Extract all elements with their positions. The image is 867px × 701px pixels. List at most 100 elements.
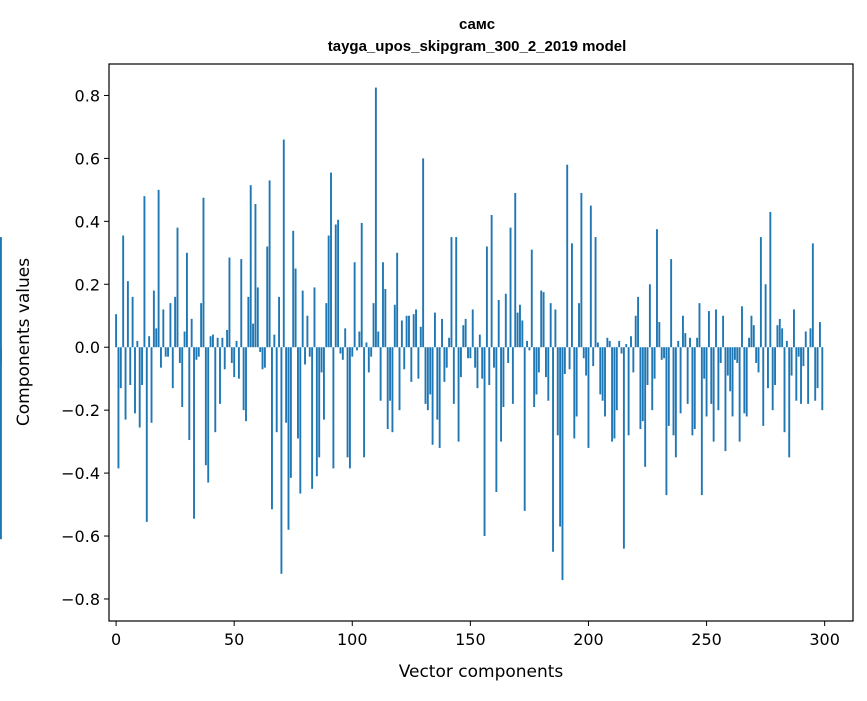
bar [729, 347, 732, 392]
bar [757, 347, 760, 373]
bar [353, 262, 356, 348]
bar [554, 309, 557, 348]
bar [426, 347, 429, 411]
bar [178, 347, 181, 363]
bar [266, 246, 269, 348]
bar [261, 347, 264, 370]
bar [592, 347, 595, 367]
bar [325, 303, 328, 348]
y-tick-label: 0.0 [75, 338, 100, 357]
bar [308, 347, 311, 357]
bar [509, 227, 512, 348]
bar [686, 347, 689, 404]
bar [271, 347, 273, 510]
bar [563, 347, 566, 374]
bar [122, 235, 125, 348]
bar [464, 318, 467, 348]
bar [245, 347, 247, 422]
bar [183, 331, 186, 348]
bar [391, 347, 394, 433]
bar [417, 347, 420, 379]
bar [790, 347, 793, 376]
bar [221, 337, 224, 348]
bar [767, 347, 769, 389]
bar [816, 347, 819, 389]
bar [493, 347, 495, 368]
bar [294, 268, 297, 348]
bar [630, 336, 632, 348]
bar [774, 347, 776, 385]
bar [160, 347, 162, 368]
bar [526, 340, 528, 348]
bar [164, 347, 167, 357]
bar [405, 315, 408, 348]
bar [351, 347, 354, 357]
bar [745, 347, 748, 417]
bar [200, 303, 203, 348]
bar-series [0, 87, 824, 581]
bar [148, 336, 151, 348]
bar [134, 347, 136, 414]
bar [478, 334, 481, 348]
bar [528, 347, 531, 351]
bar [514, 193, 517, 348]
bar [568, 347, 571, 370]
bar [705, 347, 708, 417]
bar [559, 347, 562, 527]
bar [547, 347, 550, 401]
bar [611, 347, 614, 442]
bar [596, 342, 599, 348]
bar [197, 347, 200, 357]
bar [622, 347, 625, 549]
bar [679, 347, 682, 414]
bar [348, 347, 351, 469]
bar [698, 303, 701, 348]
bar [448, 337, 451, 348]
bar [648, 284, 651, 348]
bar [339, 347, 342, 354]
x-axis-label: Vector components [399, 662, 564, 682]
bar [561, 347, 564, 581]
bar [237, 347, 240, 379]
bar [230, 347, 233, 363]
bar [750, 315, 753, 348]
bar [670, 259, 673, 348]
bar [263, 347, 266, 368]
bar [469, 347, 472, 359]
bar [297, 347, 299, 439]
bar [162, 309, 165, 348]
bar [802, 347, 805, 367]
bar [129, 347, 132, 385]
bar [523, 347, 526, 511]
bar [703, 347, 706, 379]
bar [455, 237, 458, 348]
bar [724, 347, 727, 452]
bar [247, 296, 250, 348]
bar [587, 347, 590, 448]
x-tick-label: 150 [455, 630, 486, 649]
bar [575, 347, 578, 417]
x-tick-label: 100 [337, 630, 368, 649]
bar [712, 347, 715, 442]
y-tick-label: −0.6 [61, 527, 100, 546]
bar [693, 347, 696, 430]
bar [485, 246, 488, 348]
bar [533, 347, 536, 408]
bar [457, 347, 460, 442]
bar [573, 347, 576, 439]
bar [634, 315, 637, 348]
bar [677, 340, 680, 348]
bar [273, 334, 276, 348]
bar [521, 320, 524, 348]
bar [599, 347, 602, 395]
bar [400, 320, 403, 348]
bar [254, 204, 257, 348]
bar [651, 347, 654, 411]
bar [311, 347, 314, 489]
bar [700, 347, 703, 496]
bar [292, 230, 295, 348]
bar [384, 289, 387, 348]
bar [382, 262, 384, 348]
bar [689, 337, 691, 348]
y-axis-label: Components values [14, 258, 34, 426]
